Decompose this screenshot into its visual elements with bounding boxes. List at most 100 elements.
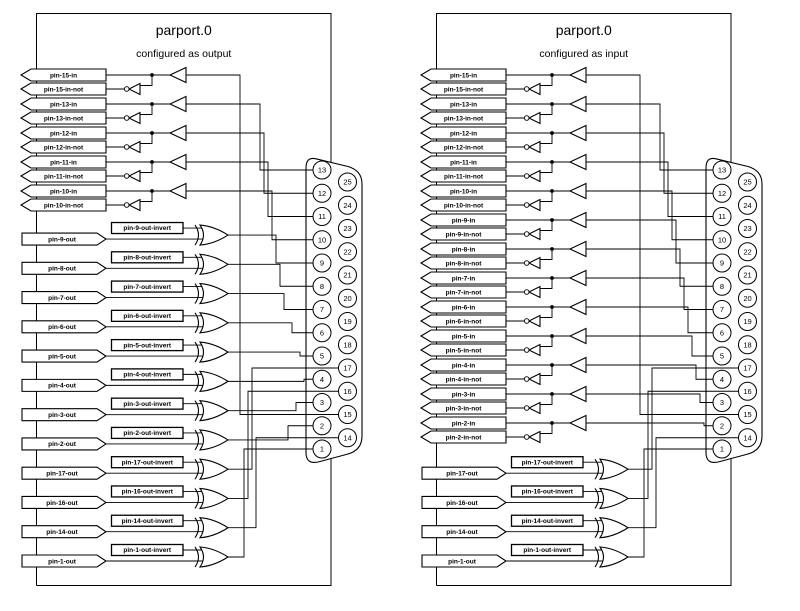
signal-wire — [186, 132, 313, 194]
out-pin-label: pin-7-out — [48, 295, 77, 302]
connector-pin-number: 19 — [343, 317, 351, 326]
hal-in-pin-tag — [19, 184, 107, 198]
signal-wire — [228, 378, 313, 382]
signal-wire — [228, 322, 313, 334]
in-pin-label: pin-4-in — [452, 362, 475, 369]
in-pin-label: pin-8-in — [452, 246, 475, 253]
junction-dot — [550, 102, 554, 106]
connector-pin-number: 25 — [343, 178, 351, 187]
out-pin-label: pin-17-out — [446, 470, 478, 477]
out-invert-label: pin-5-out-invert — [123, 342, 171, 349]
hal-in-pin-not-tag — [419, 256, 507, 270]
inverter-bubble-icon — [523, 376, 530, 382]
connector-pin-number: 7 — [720, 305, 724, 314]
panel-title: parport.0 — [156, 22, 212, 38]
in-pin-not-label: pin-12-in-not — [444, 144, 484, 151]
connector-pin — [312, 416, 332, 436]
in-pin-not-label: pin-10-in-not — [444, 202, 484, 209]
invert-param-box — [110, 485, 184, 498]
in-pin-label: pin-11-in — [50, 159, 77, 166]
connector-pin — [338, 381, 357, 401]
out-invert-label: pin-14-out-invert — [522, 518, 574, 525]
invert-param-box — [110, 280, 184, 293]
connector-pin-number: 7 — [320, 305, 324, 314]
branch-wire — [540, 191, 553, 202]
buffer-gate-icon — [568, 240, 587, 258]
out-invert-label: pin-9-out-invert — [123, 225, 171, 232]
in-pin-label: pin-13-in — [450, 101, 477, 108]
out-invert-label: pin-14-out-invert — [122, 518, 174, 525]
xor-gate-back-arc-icon — [194, 224, 200, 246]
hal-in-pin-tag — [19, 68, 107, 82]
signal-wire — [228, 425, 313, 441]
xor-gate-back-arc-icon — [194, 253, 200, 275]
inverter-gate-icon — [127, 198, 141, 212]
in-pin-label: pin-10-in — [50, 188, 77, 195]
signal-wire — [586, 161, 713, 217]
branch-wire — [540, 423, 553, 434]
signal-wire — [586, 74, 739, 415]
in-pin-label: pin-5-in — [452, 333, 475, 340]
hal-in-pin-not-tag — [419, 285, 507, 299]
hal-in-pin-tag — [419, 416, 507, 430]
signal-wire — [586, 219, 713, 264]
buffer-gate-icon — [568, 66, 587, 84]
panel-subtitle: configured as input — [539, 48, 628, 60]
out-pin-label: pin-6-out — [48, 324, 77, 331]
inverter-bubble-icon — [523, 202, 530, 208]
out-pin-label: pin-14-out — [446, 529, 478, 536]
hal-in-pin-not-tag — [419, 111, 507, 125]
inverter-gate-icon — [527, 401, 541, 415]
connector-pin-number: 17 — [743, 364, 751, 373]
hal-in-pin-tag — [419, 184, 507, 198]
junction-dot — [550, 160, 554, 164]
connector-pin-number: 12 — [318, 189, 326, 198]
connector-pin — [312, 323, 332, 343]
connector-pin — [738, 358, 757, 378]
inverter-bubble-icon — [523, 115, 530, 121]
hal-in-pin-not-tag — [19, 140, 107, 154]
inverter-bubble-icon — [523, 144, 530, 150]
out-invert-label: pin-6-out-invert — [123, 313, 171, 320]
connector-pin — [312, 183, 332, 203]
hal-in-pin-tag — [419, 242, 507, 256]
branch-wire — [540, 307, 553, 318]
connector-pin-number: 18 — [343, 340, 351, 349]
connector-pin — [738, 312, 757, 331]
connector-pin — [338, 219, 357, 238]
signal-wire — [586, 248, 713, 287]
connector-pin — [338, 242, 357, 262]
inverter-bubble-icon — [123, 202, 130, 208]
connector-pin — [712, 416, 732, 436]
connector-pin — [738, 265, 757, 285]
connector-pin-number: 5 — [320, 352, 324, 361]
inverter-gate-icon — [527, 169, 541, 183]
invert-param-box — [510, 514, 584, 527]
junction-dot — [150, 73, 154, 77]
in-pin-not-label: pin-12-in-not — [44, 144, 84, 151]
hal-out-pin-tag — [421, 525, 507, 539]
connector-pin-number: 11 — [318, 212, 326, 221]
xor-gate-back-arc-icon — [194, 458, 200, 480]
signal-wire — [586, 364, 713, 380]
xor-gate-icon — [198, 370, 230, 393]
connector-pin-number: 6 — [320, 328, 324, 337]
signal-wire — [586, 393, 713, 403]
connector-pin — [338, 358, 357, 378]
connector-pin — [712, 160, 732, 180]
connector-pin-number: 24 — [743, 201, 751, 210]
xor-gate-back-arc-icon — [194, 400, 200, 421]
xor-gate-icon — [598, 546, 630, 568]
xor-gate-back-arc-icon — [194, 283, 200, 304]
invert-param-box — [110, 426, 184, 440]
signal-wire — [628, 390, 739, 499]
connector-pin — [712, 439, 732, 459]
hal-in-pin-not-tag — [419, 314, 507, 328]
hal-out-pin-tag — [21, 525, 107, 539]
in-pin-label: pin-11-in — [450, 159, 477, 166]
connector-pin — [738, 219, 757, 238]
xor-gate-icon — [198, 400, 230, 422]
hal-out-pin-tag — [21, 408, 107, 422]
hal-in-pin-not-tag — [419, 169, 507, 183]
buffer-gate-icon — [568, 356, 587, 374]
